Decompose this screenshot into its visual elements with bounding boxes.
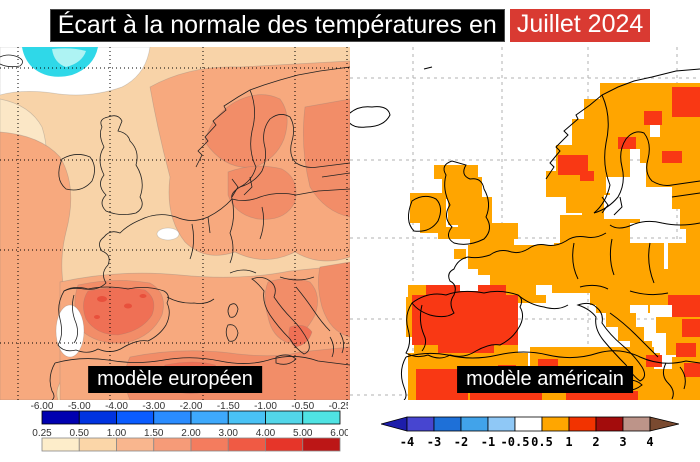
svg-text:-0.5: -0.5 <box>501 435 530 449</box>
map-american-model-image <box>350 47 700 400</box>
svg-text:-0.50: -0.50 <box>291 401 314 412</box>
svg-text:-2: -2 <box>454 435 468 449</box>
svg-text:4: 4 <box>646 435 653 449</box>
colorbar-european-svg: -6.00 -5.00 -4.00 -3.00 -2.00 -1.50 -1.0… <box>31 401 352 452</box>
svg-text:-1.50: -1.50 <box>217 401 240 412</box>
svg-text:-2.00: -2.00 <box>180 401 203 412</box>
colorbar-eu-negative-labels: -6.00 -5.00 -4.00 -3.00 -2.00 -1.50 -1.0… <box>31 401 352 412</box>
colorbar-american-model: -4 -3 -2 -1 -0.5 0.5 1 2 3 4 <box>379 415 680 456</box>
svg-text:0.50: 0.50 <box>70 428 90 439</box>
label-european-model: modèle européen <box>88 366 262 393</box>
svg-text:-3.00: -3.00 <box>142 401 165 412</box>
svg-text:2: 2 <box>592 435 599 449</box>
map-us-red-blocks <box>412 87 700 400</box>
svg-text:0.25: 0.25 <box>32 428 52 439</box>
colorbar-american-svg: -4 -3 -2 -1 -0.5 0.5 1 2 3 4 <box>379 416 680 449</box>
panel-european-model: modèle européen <box>0 47 350 400</box>
svg-text:6.00: 6.00 <box>330 428 348 439</box>
svg-text:3: 3 <box>619 435 626 449</box>
svg-text:-3: -3 <box>427 435 441 449</box>
svg-text:-6.00: -6.00 <box>31 401 54 412</box>
svg-text:-5.00: -5.00 <box>68 401 91 412</box>
svg-text:1.50: 1.50 <box>144 428 164 439</box>
map-us-coastlines <box>350 66 700 400</box>
map-eu-graticule <box>0 47 350 400</box>
colorbar-eu-positive-labels: 0.25 0.50 1.00 1.50 2.00 3.00 4.00 5.00 … <box>32 428 350 439</box>
svg-text:5.00: 5.00 <box>293 428 313 439</box>
svg-text:-4.00: -4.00 <box>105 401 128 412</box>
title-highlight-month: Juillet 2024 <box>509 9 651 42</box>
page-title: Écart à la normale des températures en <box>49 9 505 42</box>
colorbar-us-labels: -4 -3 -2 -1 -0.5 0.5 1 2 3 4 <box>400 435 654 449</box>
svg-text:-0.25: -0.25 <box>329 401 348 412</box>
colorbar-eu-negative-bar <box>41 410 341 425</box>
panel-american-model: modèle américain <box>350 47 700 400</box>
svg-text:0.5: 0.5 <box>531 435 553 449</box>
svg-text:3.00: 3.00 <box>219 428 239 439</box>
svg-text:1.00: 1.00 <box>107 428 127 439</box>
map-eu-coastlines <box>0 54 350 400</box>
map-european-model-image <box>0 47 350 400</box>
colorbar-us-bar <box>379 416 680 432</box>
svg-text:-1.00: -1.00 <box>254 401 277 412</box>
map-us-sea-gaps <box>460 195 672 317</box>
label-american-model: modèle américain <box>457 366 633 393</box>
map-eu-cyan-light-region <box>52 48 86 67</box>
title-bar: Écart à la normale des températures en J… <box>0 9 700 42</box>
svg-text:2.00: 2.00 <box>181 428 201 439</box>
svg-text:1: 1 <box>565 435 572 449</box>
colorbar-european-model: -6.00 -5.00 -4.00 -3.00 -2.00 -1.50 -1.0… <box>26 400 352 461</box>
svg-text:-4: -4 <box>400 435 414 449</box>
svg-text:4.00: 4.00 <box>256 428 276 439</box>
colorbar-eu-positive-bar <box>41 437 341 452</box>
svg-text:-1: -1 <box>481 435 495 449</box>
